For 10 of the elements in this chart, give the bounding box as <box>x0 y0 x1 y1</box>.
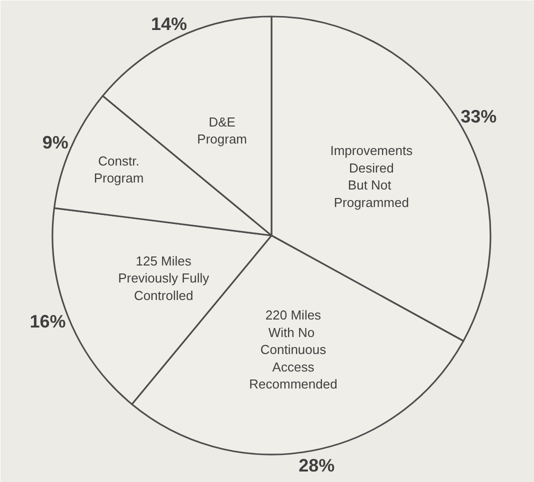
data-label: 14% <box>151 14 188 34</box>
slice-label: 220 Miles With No Continuous Access Recommended <box>249 308 338 392</box>
data-label: 33% <box>460 106 497 126</box>
data-label: 28% <box>298 455 335 476</box>
data-label: 9% <box>42 132 68 153</box>
slice-label: 125 Miles Previously Fully Controlled <box>118 253 210 303</box>
slice-label: D&E Program <box>197 114 248 147</box>
data-label: 16% <box>30 312 66 332</box>
slice-label: Constr. Program <box>94 153 144 186</box>
slice-label: Improvements Desired But Not Programmed <box>330 143 414 210</box>
